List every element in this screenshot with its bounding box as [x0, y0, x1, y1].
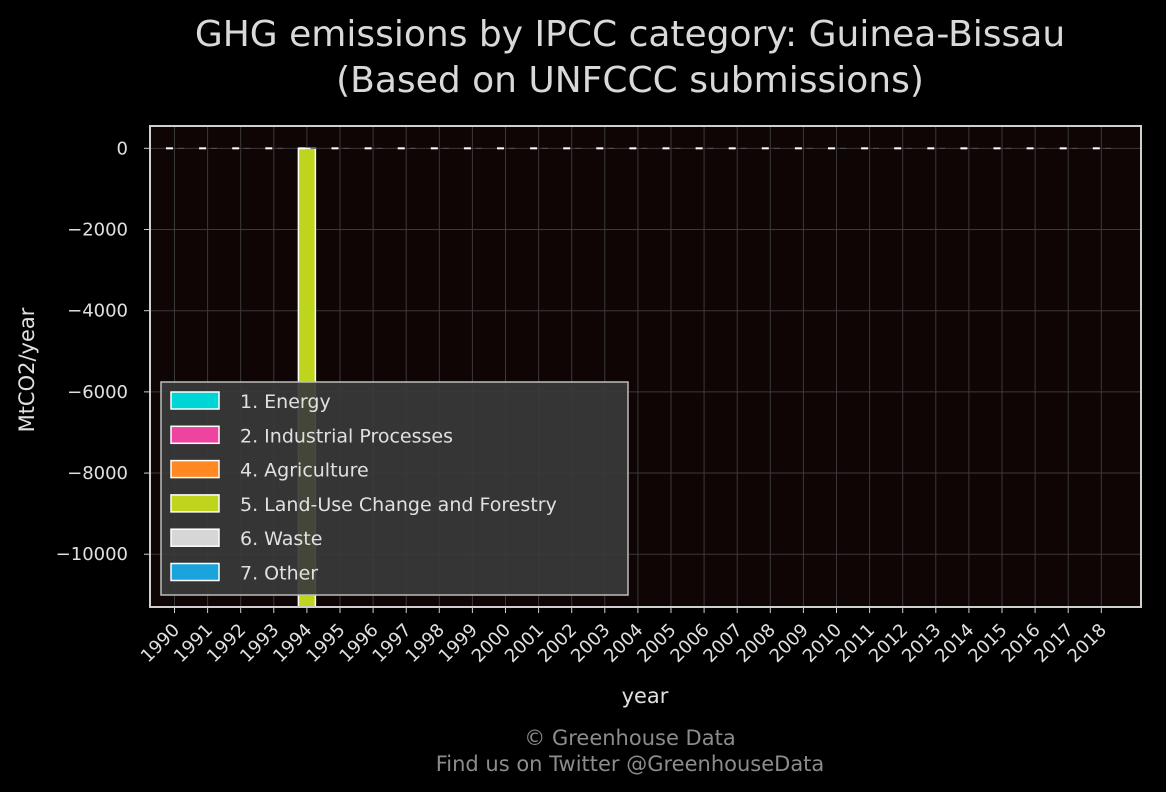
- credit-line2: Find us on Twitter @GreenhouseData: [436, 752, 825, 776]
- legend-swatch: [170, 494, 220, 513]
- y-tick-label: −2000: [67, 220, 128, 241]
- y-axis-label: MtCO2/year: [15, 307, 39, 432]
- plot-frame: [149, 125, 1142, 608]
- legend-swatch: [170, 425, 220, 445]
- y-tick-label: −8000: [67, 463, 128, 484]
- y-tick-label: −10000: [56, 544, 128, 565]
- y-tick-label: −4000: [67, 301, 128, 322]
- credit-line1: © Greenhouse Data: [524, 726, 735, 750]
- legend-swatch: [170, 459, 220, 479]
- chart-title-line1: GHG emissions by IPCC category: Guinea-B…: [195, 14, 1065, 55]
- y-tick-label: −6000: [67, 382, 128, 403]
- legend-box: [160, 381, 629, 596]
- legend-label: 2. Industrial Processes: [240, 425, 453, 447]
- x-tick-label: 2018: [1064, 620, 1111, 667]
- y-axis-ticks: 0 −2000 −4000 −6000 −8000 −10000: [56, 138, 150, 565]
- legend-label: 7. Other: [240, 563, 318, 585]
- x-axis-ticks: 1990199119921993199419951996199719981999…: [137, 607, 1111, 667]
- x-axis-label: year: [622, 684, 669, 708]
- legend-swatch: [170, 562, 220, 582]
- legend-label: 4. Agriculture: [240, 460, 369, 482]
- legend-label: 6. Waste: [240, 528, 322, 550]
- y-tick-label: 0: [117, 138, 128, 159]
- chart-title-line2: (Based on UNFCCC submissions): [336, 60, 924, 101]
- legend: 1. Energy 2. Industrial Processes 4. Agric…: [160, 381, 629, 596]
- legend-swatch: [170, 528, 220, 547]
- legend-label: 1. Energy: [240, 391, 331, 413]
- legend-swatch: [170, 391, 220, 410]
- legend-label: 5. Land-Use Change and Forestry: [240, 494, 557, 516]
